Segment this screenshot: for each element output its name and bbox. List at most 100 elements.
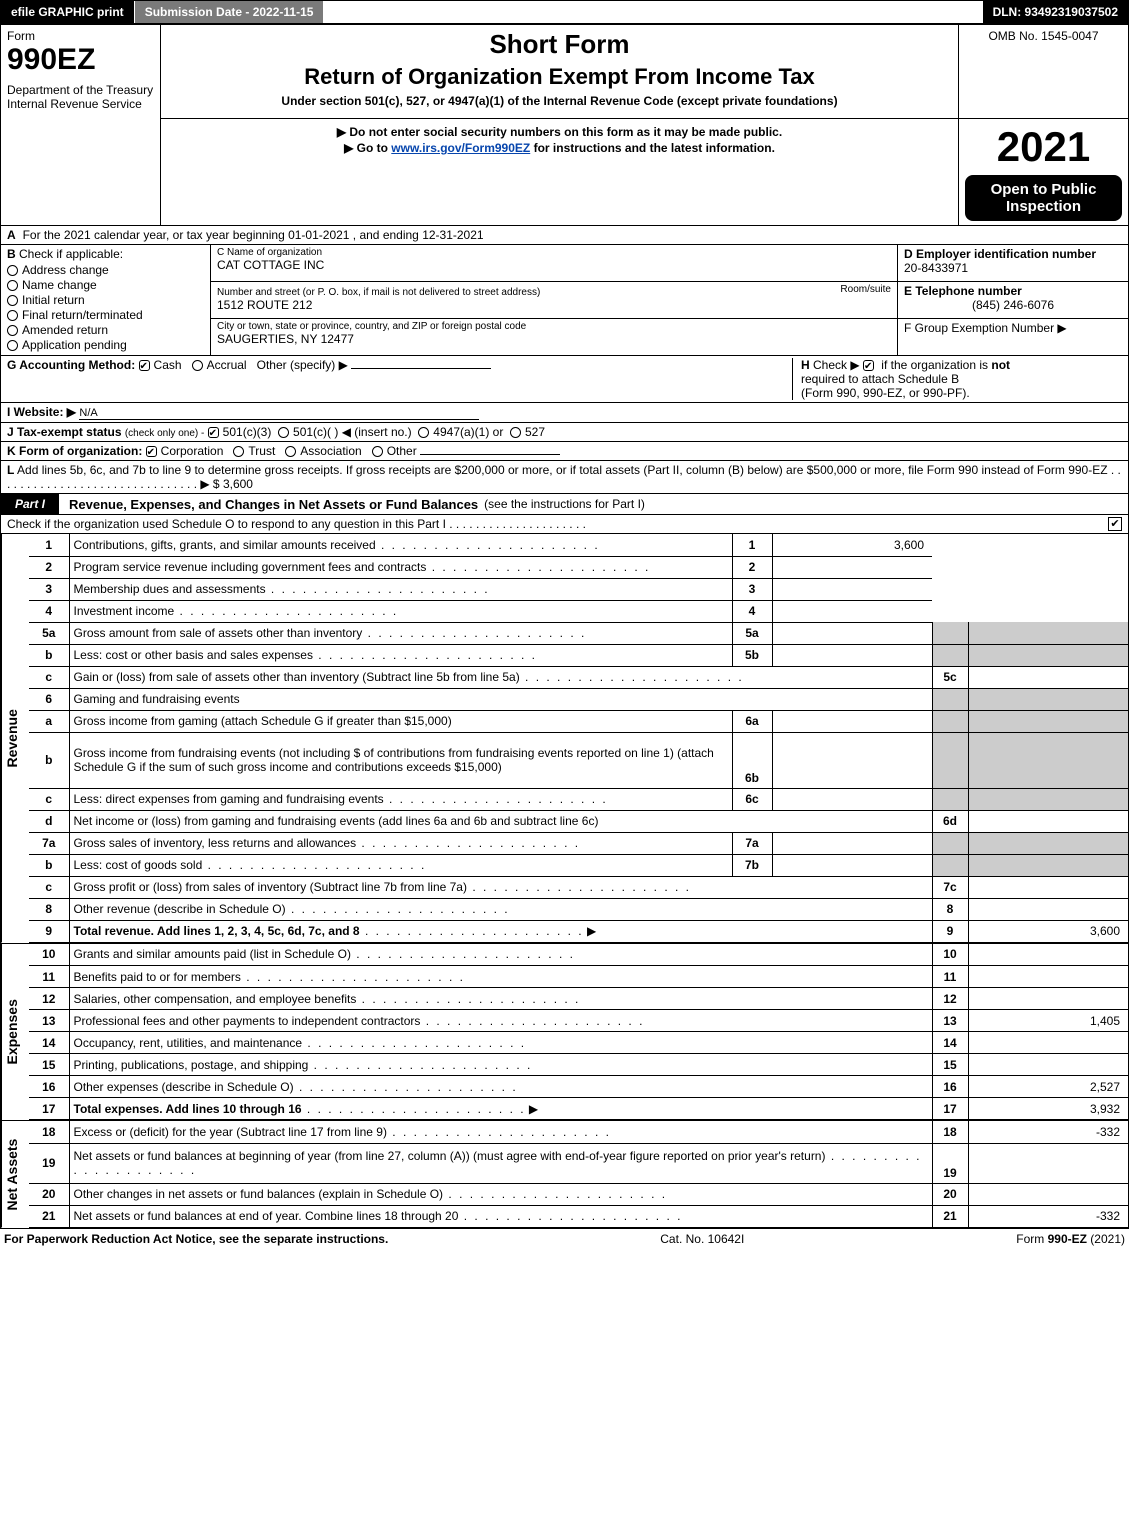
line-8-amount [968, 898, 1128, 920]
footer: For Paperwork Reduction Act Notice, see … [0, 1229, 1129, 1249]
chk-final-return[interactable] [7, 310, 18, 321]
line-6a-desc: Gross income from gaming (attach Schedul… [69, 710, 732, 732]
line-1: 1Contributions, gifts, grants, and simil… [29, 534, 1128, 556]
c-name-value: CAT COTTAGE INC [217, 258, 891, 272]
line-8-desc: Other revenue (describe in Schedule O) [74, 902, 286, 916]
g-other-line [351, 368, 491, 369]
line-10-desc: Grants and similar amounts paid (list in… [74, 947, 351, 961]
chk-501c3[interactable] [208, 427, 219, 438]
line-4-amount [772, 600, 932, 622]
line-5a: 5aGross amount from sale of assets other… [29, 622, 1128, 644]
open-public-badge: Open to Public Inspection [965, 175, 1122, 221]
line-10: 10Grants and similar amounts paid (list … [29, 944, 1128, 966]
chk-4947[interactable] [418, 427, 429, 438]
line-21: 21Net assets or fund balances at end of … [29, 1205, 1128, 1227]
part1-sub-check[interactable]: ✔ [1108, 517, 1122, 531]
section-j: J Tax-exempt status (check only one) - 5… [0, 423, 1129, 442]
line-19-amount [968, 1143, 1128, 1183]
chk-association-label: Association [300, 444, 361, 458]
line-20-desc: Other changes in net assets or fund bala… [74, 1187, 444, 1201]
section-a: A For the 2021 calendar year, or tax yea… [0, 226, 1129, 245]
line-21-desc: Net assets or fund balances at end of ye… [74, 1209, 459, 1223]
line-6b-desc: Gross income from fundraising events (no… [69, 732, 732, 788]
chk-corporation[interactable] [146, 446, 157, 457]
h-label: H [801, 358, 810, 372]
line-16: 16Other expenses (describe in Schedule O… [29, 1076, 1128, 1098]
year-cell: 2021 Open to Public Inspection [959, 119, 1129, 226]
line-6c: cLess: direct expenses from gaming and f… [29, 788, 1128, 810]
l-value: 3,600 [223, 477, 253, 491]
chk-name-change[interactable] [7, 280, 18, 291]
chk-other-org-label: Other [387, 444, 417, 458]
line-4-desc: Investment income [74, 604, 175, 618]
form-number: 990EZ [7, 43, 154, 77]
l-label: L [7, 463, 14, 477]
department-label: Department of the Treasury Internal Reve… [7, 83, 154, 111]
revenue-section: Revenue 1Contributions, gifts, grants, a… [0, 534, 1129, 944]
short-form-title: Short Form [167, 29, 952, 60]
tax-year: 2021 [965, 123, 1122, 171]
footer-right: Form 990-EZ (2021) [1016, 1232, 1125, 1246]
c-street-label: Number and street (or P. O. box, if mail… [217, 287, 540, 298]
efile-print-button[interactable]: efile GRAPHIC print [1, 1, 135, 23]
top-bar: efile GRAPHIC print Submission Date - 20… [0, 0, 1129, 24]
part1-sub-text: Check if the organization used Schedule … [7, 517, 1108, 531]
c-name-label: C Name of organization [217, 247, 891, 258]
chk-amended-return[interactable] [7, 325, 18, 336]
section-l: L Add lines 5b, 6c, and 7b to line 9 to … [0, 461, 1129, 494]
line-7b-desc: Less: cost of goods sold [74, 858, 203, 872]
line-18-amount: -332 [968, 1121, 1128, 1143]
line-2: 2Program service revenue including gover… [29, 556, 1128, 578]
line-18: 18Excess or (deficit) for the year (Subt… [29, 1121, 1128, 1143]
expenses-table: 10Grants and similar amounts paid (list … [29, 944, 1128, 1121]
line-6d: dNet income or (loss) from gaming and fu… [29, 810, 1128, 832]
section-g: G Accounting Method: Cash Accrual Other … [7, 358, 772, 400]
chk-527[interactable] [510, 427, 521, 438]
h-text4: (Form 990, 990-EZ, or 990-PF). [801, 386, 970, 400]
chk-address-change-label: Address change [22, 263, 109, 277]
chk-cash[interactable] [139, 360, 150, 371]
chk-trust[interactable] [233, 446, 244, 457]
spacer [323, 1, 982, 23]
line-12-desc: Salaries, other compensation, and employ… [74, 992, 357, 1006]
return-title: Return of Organization Exempt From Incom… [167, 64, 952, 90]
line-17-desc: Total expenses. Add lines 10 through 16 [74, 1102, 302, 1116]
revenue-vlabel: Revenue [1, 534, 29, 943]
line-3: 3Membership dues and assessments3 [29, 578, 1128, 600]
line-5c-desc: Gain or (loss) from sale of assets other… [74, 670, 520, 684]
line-19: 19Net assets or fund balances at beginni… [29, 1143, 1128, 1183]
part1-sub: Check if the organization used Schedule … [0, 515, 1129, 534]
chk-application-pending[interactable] [7, 340, 18, 351]
chk-address-change[interactable] [7, 265, 18, 276]
part1-title: Revenue, Expenses, and Changes in Net As… [59, 497, 478, 512]
instr-goto-post: for instructions and the latest informat… [530, 141, 775, 155]
line-19-desc: Net assets or fund balances at beginning… [74, 1149, 826, 1163]
k-label: K Form of organization: [7, 444, 142, 458]
section-h: H Check ▶ if the organization is not req… [792, 358, 1122, 400]
chk-other-org[interactable] [372, 446, 383, 457]
irs-link[interactable]: www.irs.gov/Form990EZ [391, 141, 530, 155]
line-16-desc: Other expenses (describe in Schedule O) [74, 1080, 294, 1094]
netassets-table: 18Excess or (deficit) for the year (Subt… [29, 1121, 1128, 1228]
l-text: Add lines 5b, 6c, and 7b to line 9 to de… [7, 463, 1121, 491]
chk-initial-return[interactable] [7, 295, 18, 306]
line-6d-desc: Net income or (loss) from gaming and fun… [69, 810, 932, 832]
submission-date: Submission Date - 2022-11-15 [135, 1, 324, 23]
expenses-section: Expenses 10Grants and similar amounts pa… [0, 944, 1129, 1122]
omb-number: OMB No. 1545-0047 [965, 29, 1122, 43]
line-6c-desc: Less: direct expenses from gaming and fu… [74, 792, 384, 806]
h-text1: Check ▶ [813, 358, 860, 372]
chk-501c[interactable] [278, 427, 289, 438]
chk-initial-return-label: Initial return [22, 293, 85, 307]
chk-h[interactable] [863, 360, 874, 371]
line-5b-desc: Less: cost or other basis and sales expe… [74, 648, 313, 662]
line-7b: bLess: cost of goods sold7b [29, 854, 1128, 876]
chk-association[interactable] [285, 446, 296, 457]
form-header: Form 990EZ Department of the Treasury In… [0, 24, 1129, 226]
chk-501c-label: 501(c)( ) ◀ (insert no.) [293, 425, 412, 439]
line-16-amount: 2,527 [968, 1076, 1128, 1098]
footer-right-pre: Form [1016, 1232, 1047, 1246]
line-7c-amount [968, 876, 1128, 898]
chk-accrual[interactable] [192, 360, 203, 371]
form-word: Form [7, 29, 154, 43]
